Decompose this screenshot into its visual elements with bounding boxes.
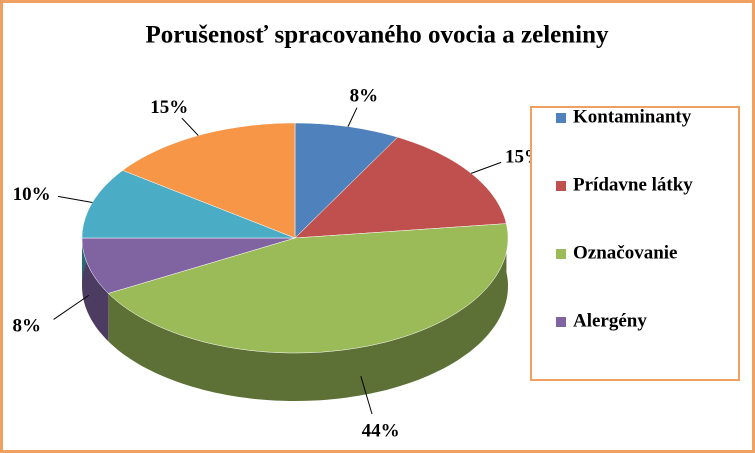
legend: Kontaminanty Prídavne látky Označovanie Ale… xyxy=(556,106,693,331)
legend-label: Alergény xyxy=(573,310,647,331)
leader-line xyxy=(57,195,93,203)
pie-tops xyxy=(81,122,509,354)
legend-label: Prídavne látky xyxy=(573,174,693,195)
legend-swatch xyxy=(556,113,566,123)
data-label: 8% xyxy=(13,316,42,337)
legend-swatch xyxy=(556,181,566,191)
legend-swatch xyxy=(556,317,566,327)
data-labels: 8%15%44%8%10%15% xyxy=(13,86,543,442)
slice-side xyxy=(82,238,109,342)
data-label: 15% xyxy=(150,97,188,118)
data-label: 10% xyxy=(13,184,51,205)
legend-label: Kontaminanty xyxy=(573,106,692,127)
legend-label: Označovanie xyxy=(573,242,678,263)
slice xyxy=(81,170,296,239)
data-label: 8% xyxy=(350,86,379,107)
legend-swatch xyxy=(556,249,566,259)
leader-line xyxy=(181,117,199,136)
leader-line xyxy=(470,161,502,174)
slice xyxy=(107,223,509,354)
chart-title: Porušenosť spracovaného ovocia a zelenin… xyxy=(145,22,609,49)
leader-line xyxy=(53,294,89,320)
legend-box xyxy=(530,106,740,381)
leader-line xyxy=(360,376,373,415)
slice-side xyxy=(108,223,509,401)
data-label: 44% xyxy=(362,421,400,442)
slice xyxy=(81,237,296,294)
leader-line xyxy=(347,107,358,127)
